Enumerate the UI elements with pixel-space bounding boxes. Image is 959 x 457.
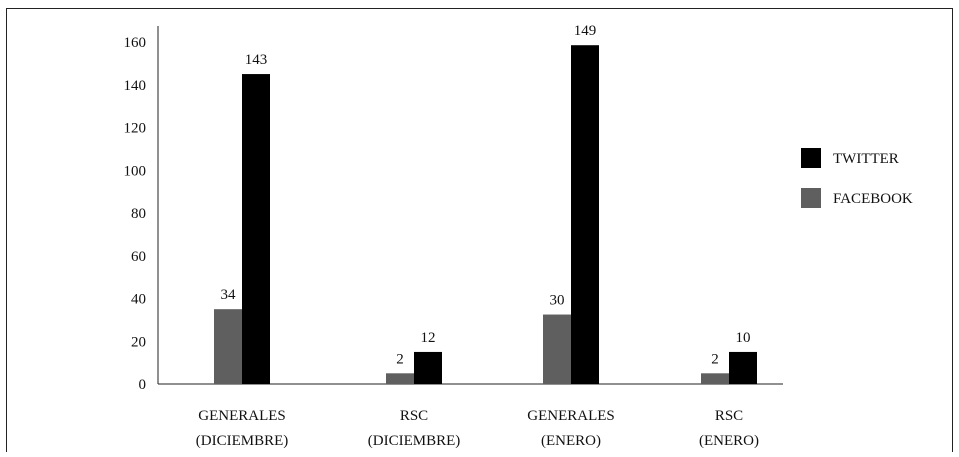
y-tick-label: 120: [124, 121, 147, 137]
chart-border: [6, 8, 953, 457]
bar-twitter-3: [729, 351, 757, 384]
category-label-3-line-1: (ENERO): [699, 433, 759, 449]
legend-swatch-facebook: [801, 188, 821, 208]
category-label-2-line-1: (ENERO): [541, 433, 601, 449]
y-tick-label: 40: [131, 292, 146, 308]
category-label-2-line-0: GENERALES: [527, 408, 615, 424]
y-tick-label: 100: [124, 163, 147, 179]
category-label-0-line-1: (DICIEMBRE): [196, 433, 289, 449]
y-tick-label: 160: [124, 35, 147, 51]
data-label-twitter-1: 12: [421, 330, 436, 346]
bar-facebook-0: [214, 309, 242, 384]
data-label-facebook-2: 30: [550, 293, 565, 309]
y-tick-label: 140: [124, 78, 147, 94]
data-label-facebook-1: 2: [396, 351, 404, 367]
data-label-facebook-0: 34: [221, 287, 237, 303]
y-tick-label: 20: [131, 334, 146, 350]
bar-facebook-3: [701, 373, 729, 384]
category-label-0-line-0: GENERALES: [198, 408, 286, 424]
data-label-facebook-3: 2: [711, 351, 719, 367]
bar-twitter-1: [414, 351, 442, 384]
y-tick-label: 80: [131, 206, 146, 222]
data-label-twitter-0: 143: [245, 52, 268, 68]
category-label-1-line-0: RSC: [400, 408, 428, 424]
y-tick-label: 60: [131, 249, 146, 265]
legend-label-twitter: TWITTER: [833, 151, 899, 167]
category-label-1-line-1: (DICIEMBRE): [368, 433, 461, 449]
bar-facebook-1: [386, 373, 414, 384]
data-label-twitter-2: 149: [574, 23, 597, 39]
bar-twitter-2: [571, 45, 599, 385]
bar-twitter-0: [242, 74, 270, 384]
data-label-twitter-3: 10: [736, 330, 751, 346]
legend-label-facebook: FACEBOOK: [833, 191, 913, 207]
bar-facebook-2: [543, 314, 571, 384]
y-tick-label: 0: [139, 377, 147, 393]
legend-swatch-twitter: [801, 148, 821, 168]
category-label-3-line-0: RSC: [715, 408, 743, 424]
